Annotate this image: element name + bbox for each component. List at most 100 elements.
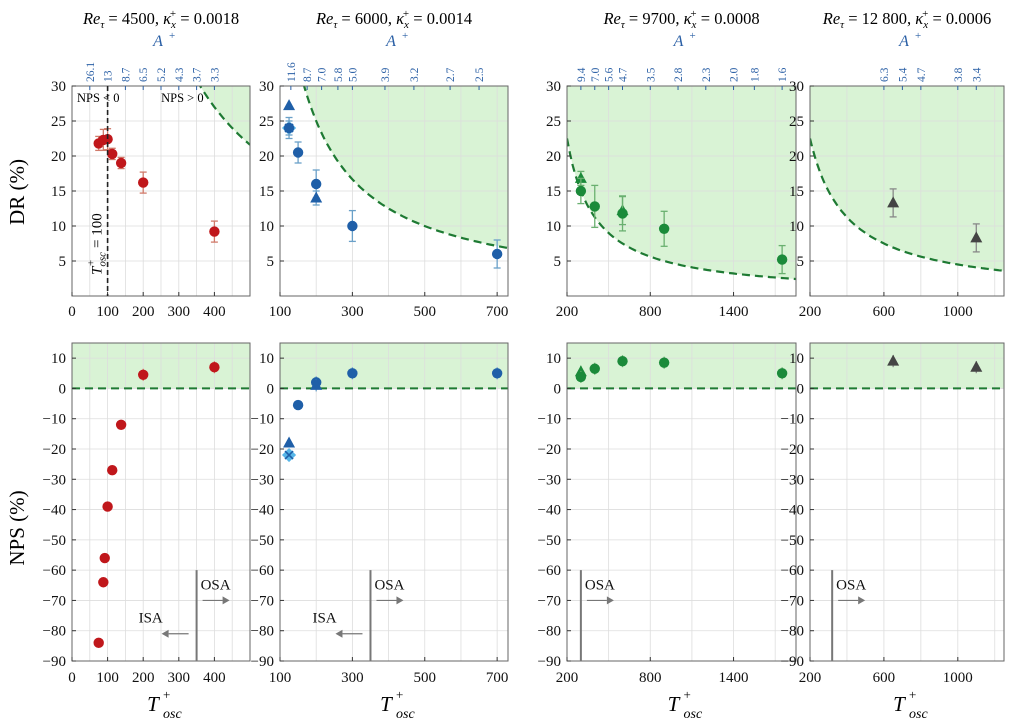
- x-axis-label-sub: osc: [163, 707, 182, 722]
- nps-y-tick: −20: [781, 442, 804, 458]
- dr-threshold-curve: [567, 138, 796, 281]
- tosc-part: = 100: [90, 213, 106, 251]
- title-part: +: [170, 8, 176, 20]
- title-part: 0.0018: [194, 9, 239, 28]
- data-point-triangle: [970, 231, 983, 243]
- nps-x-tick: 0: [68, 670, 76, 686]
- title-part: +: [922, 8, 928, 20]
- nps-y-tick: −90: [43, 654, 66, 670]
- dr-y-tick: 5: [59, 254, 67, 270]
- osa-label: OSA: [374, 577, 404, 593]
- nps-y-tick: −40: [251, 503, 274, 519]
- nps-y-tick: −40: [781, 503, 804, 519]
- title-part: τ: [840, 19, 845, 31]
- title-part: =: [697, 9, 715, 28]
- top-tick: 5.0: [347, 67, 359, 82]
- nps-y-tick: 0: [797, 381, 805, 397]
- dr-x-tick: 200: [556, 304, 579, 320]
- nps-y-tick: −50: [781, 533, 804, 549]
- title-part: x: [922, 19, 928, 31]
- title-part: =: [844, 9, 862, 28]
- nps-y-tick: 0: [59, 381, 67, 397]
- nps-x-tick: 1000: [943, 670, 973, 686]
- data-point-circle: [658, 223, 670, 234]
- top-tick: 8.7: [302, 67, 314, 82]
- dr-y-tick: 15: [546, 184, 561, 200]
- title-part: ,: [388, 9, 396, 28]
- nps-y-tick: −30: [251, 472, 274, 488]
- nps-x-tick: 700: [486, 670, 509, 686]
- tosc-part: osc: [97, 252, 109, 267]
- isa-arrowhead: [335, 629, 343, 638]
- nps-y-tick: 10: [51, 351, 66, 367]
- dr-y-tick: 20: [259, 149, 274, 165]
- osa-arrowhead: [606, 596, 614, 605]
- top-tick: 11.6: [286, 62, 298, 82]
- dr-x-tick: 300: [341, 304, 364, 320]
- title-part: =: [625, 9, 643, 28]
- nps-y-tick: −20: [43, 442, 66, 458]
- nps-y-tick: 10: [546, 351, 561, 367]
- nps-y-tick: −70: [538, 593, 561, 609]
- dr-y-tick: 30: [259, 79, 274, 95]
- data-point-circle: [575, 185, 587, 197]
- data-point-cross-mark: [284, 450, 294, 460]
- title-part: 0.0008: [714, 9, 759, 28]
- data-point-triangle: [887, 354, 900, 366]
- dr-x-tick: 0: [68, 304, 76, 320]
- isa-label: ISA: [139, 611, 163, 627]
- x-axis-label-sub: osc: [396, 707, 415, 722]
- nps-x-tick: 200: [556, 670, 579, 686]
- nps-y-tick: −30: [781, 472, 804, 488]
- top-axis-label-sup: +: [402, 30, 408, 42]
- title-part: 0.0006: [946, 9, 991, 28]
- nps-y-tick: −80: [43, 624, 66, 640]
- dr-y-tick: 20: [546, 149, 561, 165]
- dr-y-tick: 30: [51, 79, 66, 95]
- top-axis-label: A: [385, 33, 396, 50]
- top-tick: 2.3: [701, 67, 713, 82]
- title-part: 6000: [355, 9, 388, 28]
- osa-arrowhead: [396, 596, 404, 605]
- panel-title: Reτ = 6000, κx+ = 0.0014: [315, 8, 472, 31]
- dr-x-tick: 200: [132, 304, 155, 320]
- nps-y-tick: −50: [43, 533, 66, 549]
- top-tick: 13: [103, 70, 115, 82]
- dr-y-tick: 25: [546, 114, 561, 130]
- nps-y-tick: −40: [43, 503, 66, 519]
- panel-title: Reτ = 12 800, κx+ = 0.0006: [822, 8, 992, 31]
- x-axis-label-sup: +: [684, 687, 691, 702]
- nps-y-tick: −30: [538, 472, 561, 488]
- title-part: Re: [602, 9, 620, 28]
- title-part: κ: [163, 9, 172, 28]
- nps-y-tick: −50: [538, 533, 561, 549]
- dr-y-tick: 10: [51, 219, 66, 235]
- top-tick: 6.5: [138, 67, 150, 82]
- nps-x-tick: 1400: [719, 670, 749, 686]
- title-part: Re: [822, 9, 840, 28]
- nps-positive-label: NPS > 0: [161, 91, 203, 105]
- data-point-circle: [102, 134, 113, 145]
- data-point-circle: [347, 220, 358, 232]
- data-point-triangle: [970, 360, 983, 372]
- title-part: Re: [315, 9, 333, 28]
- nps-frame: [566, 342, 797, 662]
- osa-arrowhead: [858, 596, 866, 605]
- grid: [279, 86, 508, 662]
- nps-y-tick: −40: [538, 503, 561, 519]
- dr-y-tick: 30: [789, 79, 804, 95]
- nps-x-tick: 500: [414, 670, 437, 686]
- top-axis-label-sup: +: [690, 30, 696, 42]
- nps-y-tick: −60: [781, 563, 804, 579]
- nps-y-tick: −60: [43, 563, 66, 579]
- x-axis-label: T: [893, 692, 906, 716]
- top-tick: 3.9: [380, 67, 392, 82]
- data-point-circle: [491, 248, 503, 260]
- title-part: +: [690, 8, 696, 20]
- dr-x-tick: 500: [414, 304, 437, 320]
- nps-positive-region: [200, 86, 250, 145]
- data-point-circle: [99, 552, 110, 564]
- data-point-triangle: [310, 191, 323, 203]
- nps-y-tick: −30: [43, 472, 66, 488]
